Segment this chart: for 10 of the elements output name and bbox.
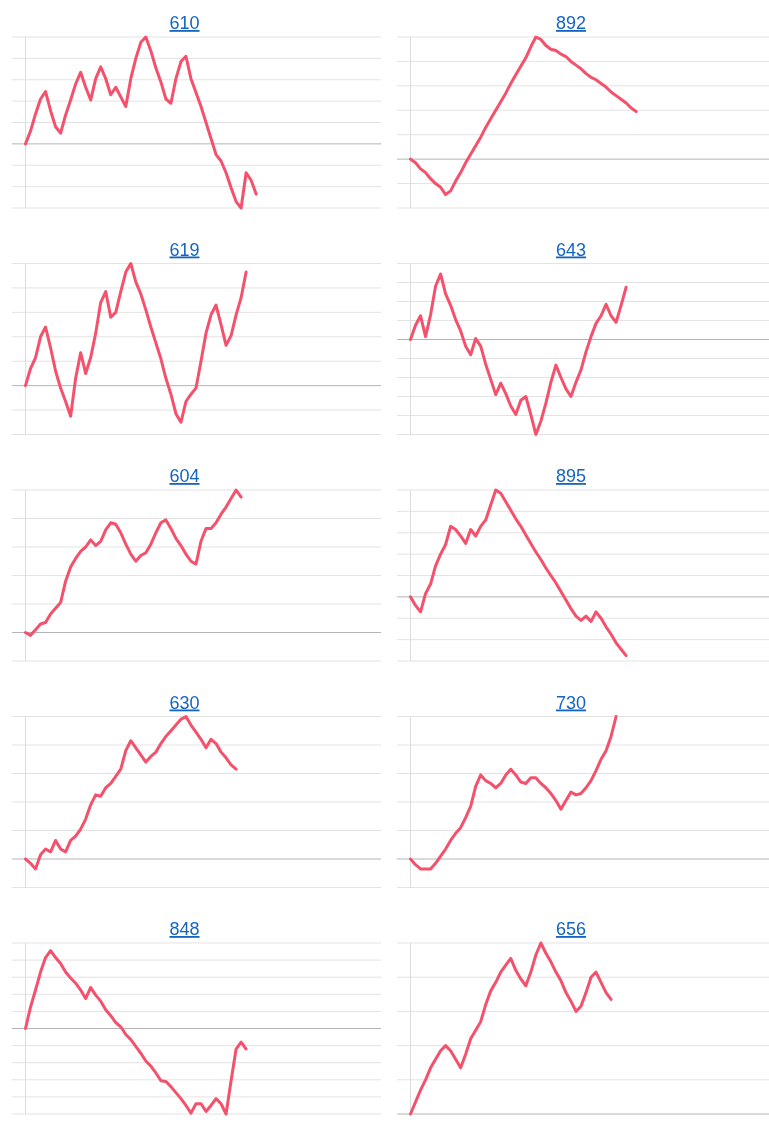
- chart-title: 619: [169, 239, 200, 260]
- chart-title: 656: [555, 919, 587, 939]
- chart-title: 610: [169, 13, 200, 33]
- chart-title: 892: [555, 13, 587, 33]
- chart-title: 630: [169, 692, 200, 713]
- chart-title: 730: [555, 692, 587, 713]
- chart-title: 604: [169, 466, 200, 486]
- chart-title: 895: [555, 466, 587, 486]
- chart-title: 643: [555, 239, 587, 260]
- chart-title: 848: [169, 919, 200, 939]
